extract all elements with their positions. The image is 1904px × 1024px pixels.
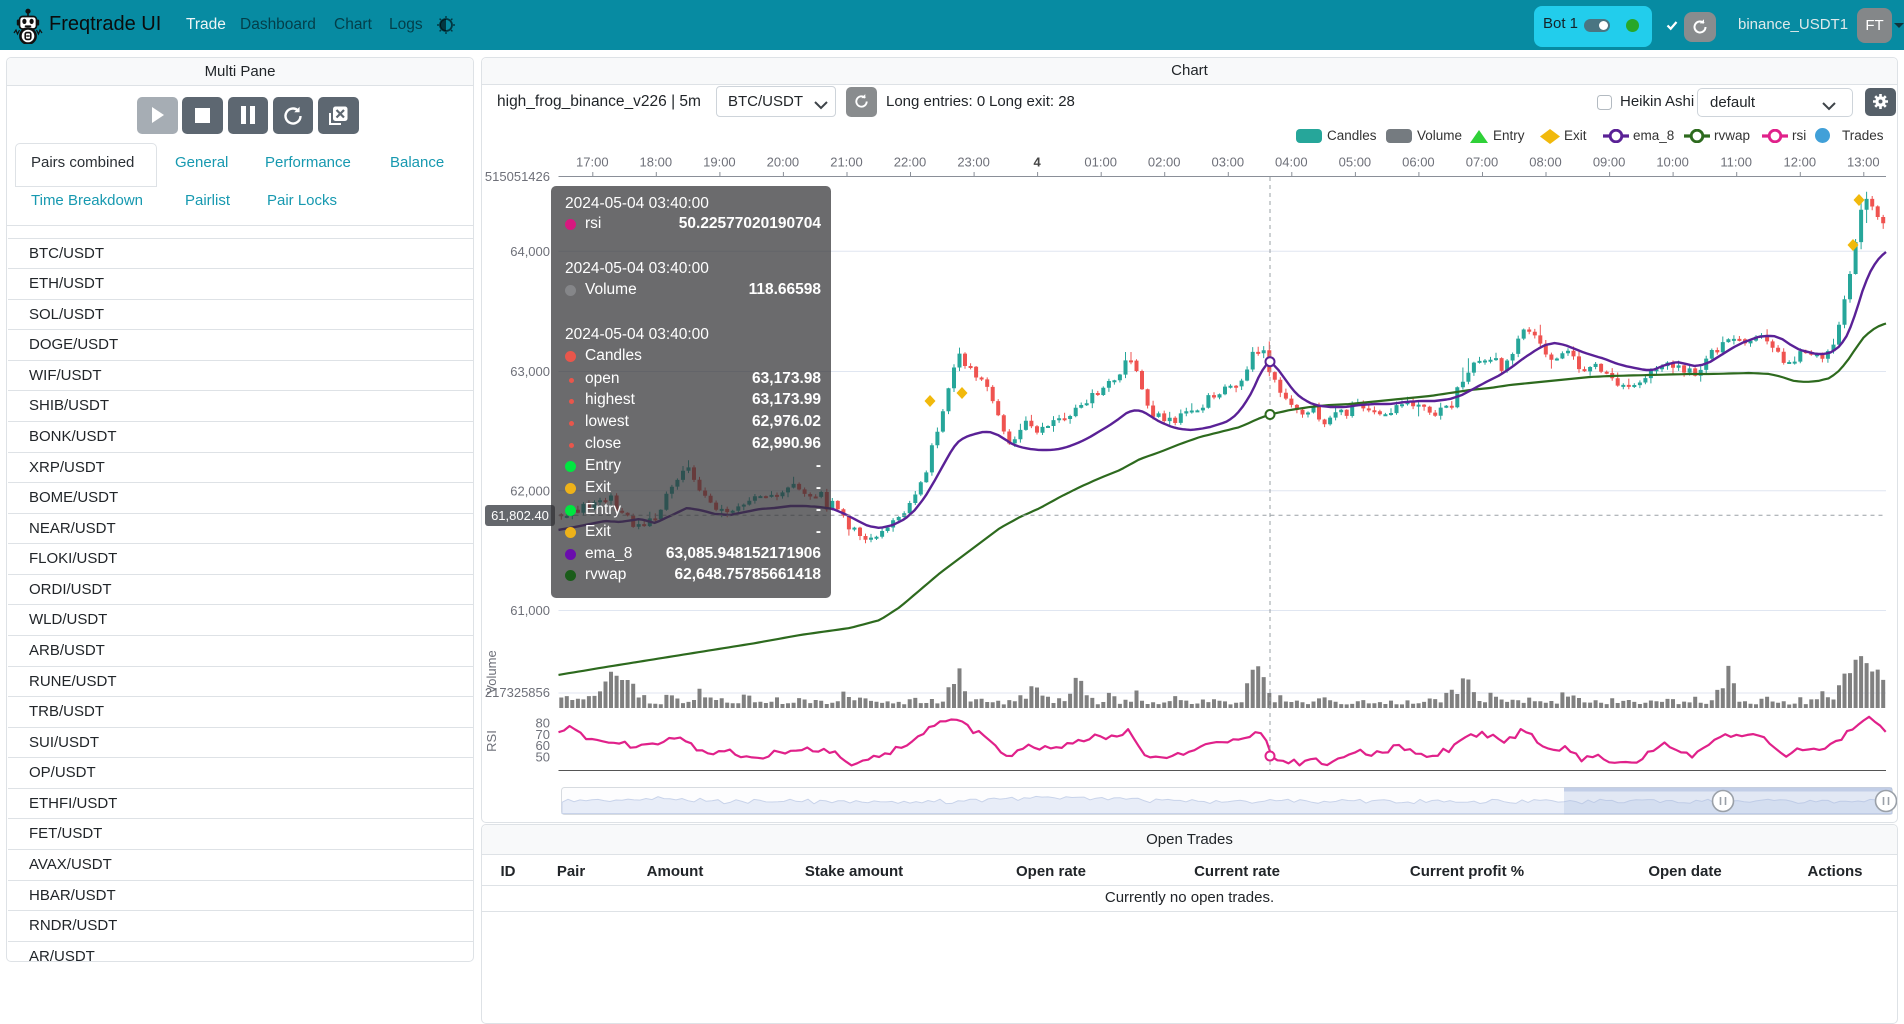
svg-text:12:00: 12:00 bbox=[1784, 155, 1817, 170]
svg-text:10:00: 10:00 bbox=[1656, 155, 1689, 170]
svg-text:03:00: 03:00 bbox=[1212, 155, 1245, 170]
svg-text:50: 50 bbox=[536, 749, 550, 764]
svg-text:70: 70 bbox=[536, 727, 550, 742]
svg-text:01:00: 01:00 bbox=[1084, 155, 1117, 170]
svg-text:04:00: 04:00 bbox=[1275, 155, 1308, 170]
svg-text:217325856: 217325856 bbox=[485, 685, 550, 700]
svg-text:06:00: 06:00 bbox=[1402, 155, 1435, 170]
svg-text:61,802.40: 61,802.40 bbox=[491, 508, 549, 523]
svg-text:09:00: 09:00 bbox=[1593, 155, 1626, 170]
svg-text:515051426: 515051426 bbox=[485, 169, 550, 184]
svg-text:RSI: RSI bbox=[484, 730, 499, 752]
svg-text:18:00: 18:00 bbox=[640, 155, 673, 170]
svg-text:17:00: 17:00 bbox=[576, 155, 609, 170]
svg-text:61,000: 61,000 bbox=[510, 603, 550, 618]
svg-text:23:00: 23:00 bbox=[957, 155, 990, 170]
svg-text:62,000: 62,000 bbox=[510, 483, 550, 498]
svg-text:19:00: 19:00 bbox=[703, 155, 736, 170]
svg-text:13:00: 13:00 bbox=[1847, 155, 1880, 170]
svg-text:20:00: 20:00 bbox=[767, 155, 800, 170]
svg-text:21:00: 21:00 bbox=[830, 155, 863, 170]
svg-text:60: 60 bbox=[536, 738, 550, 753]
svg-text:64,000: 64,000 bbox=[510, 244, 550, 259]
svg-text:05:00: 05:00 bbox=[1339, 155, 1372, 170]
svg-text:11:00: 11:00 bbox=[1720, 155, 1752, 170]
svg-text:80: 80 bbox=[536, 716, 550, 731]
svg-text:63,000: 63,000 bbox=[510, 364, 550, 379]
svg-text:Volume: Volume bbox=[484, 650, 499, 693]
svg-text:07:00: 07:00 bbox=[1466, 155, 1499, 170]
svg-text:08:00: 08:00 bbox=[1529, 155, 1562, 170]
svg-text:02:00: 02:00 bbox=[1148, 155, 1181, 170]
svg-text:4: 4 bbox=[1033, 155, 1041, 170]
svg-text:22:00: 22:00 bbox=[894, 155, 927, 170]
